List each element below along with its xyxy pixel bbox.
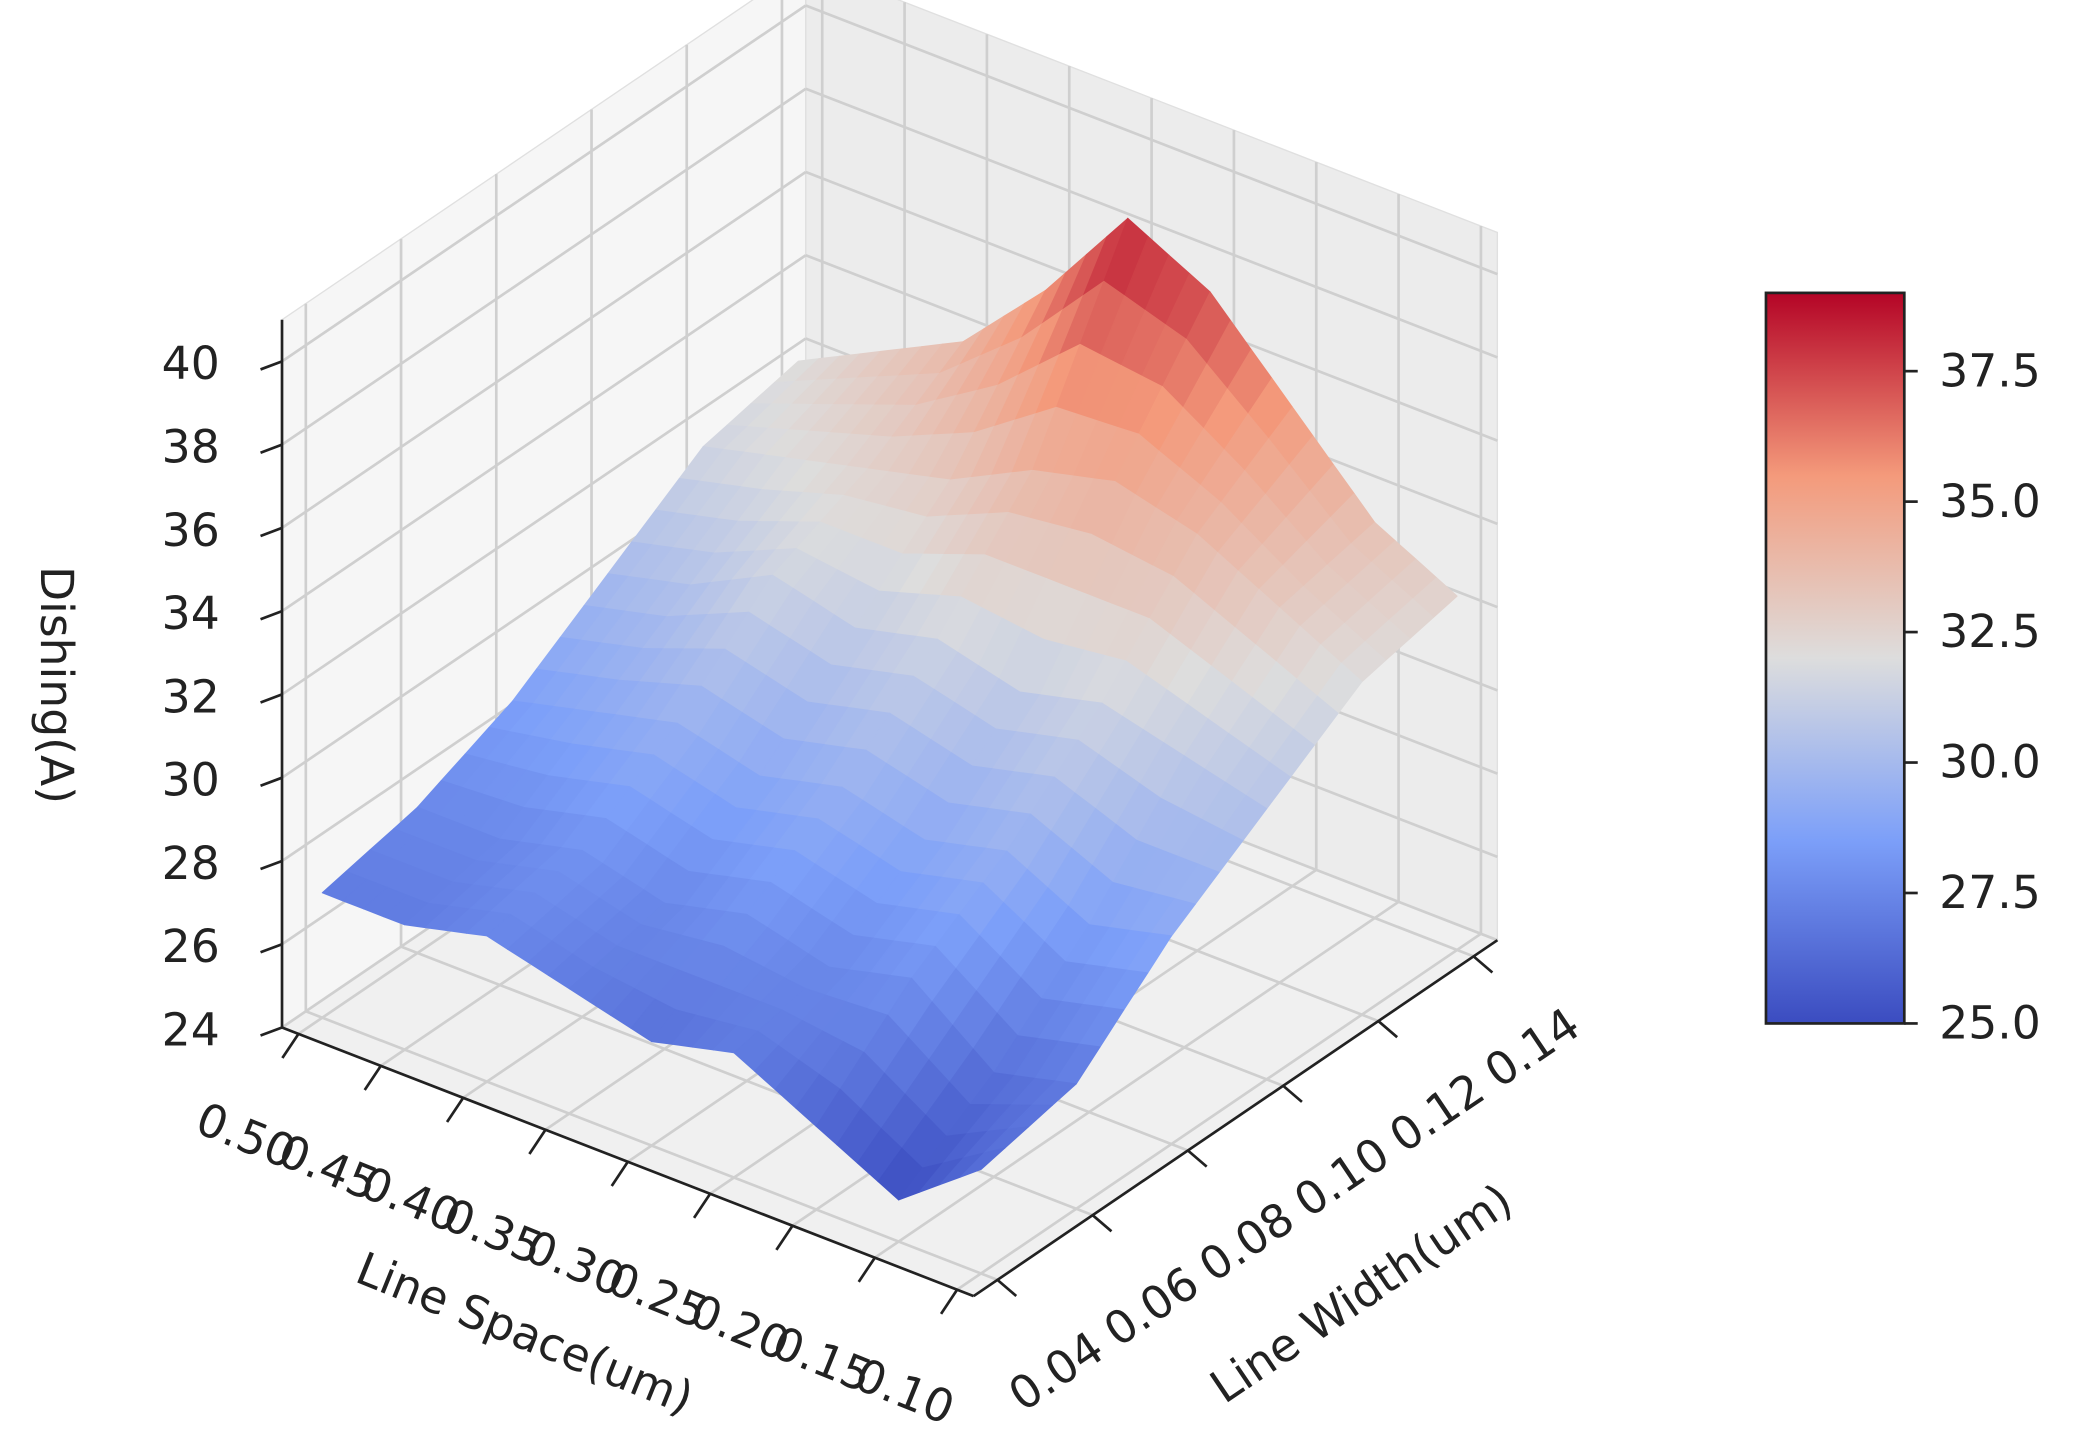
colorbar: [1764, 291, 1906, 1025]
x-tick: [363, 1065, 382, 1091]
z-tick: [260, 942, 283, 954]
y-tick: [1377, 1020, 1399, 1039]
z-tick: [260, 776, 283, 788]
surface: [321, 217, 1458, 1201]
z-tick-label: 24: [162, 1003, 220, 1056]
axis-line: [972, 939, 1499, 1298]
grid-line: [956, 932, 1482, 1291]
z-tick: [260, 443, 283, 454]
y-tick-label: 0.12: [1380, 1062, 1494, 1163]
colorbar-tick-label: 32.5: [1939, 605, 2041, 658]
y-tick: [1472, 955, 1494, 974]
z-axis-label: Dishing(A): [30, 566, 83, 804]
z-tick: [260, 859, 283, 871]
x-tick: [857, 1256, 876, 1283]
axis-line: [281, 1026, 975, 1298]
z-tick-label: 40: [162, 337, 220, 390]
grid-line: [305, 1010, 998, 1282]
x-tick: [281, 1033, 300, 1059]
x-tick: [528, 1129, 547, 1155]
grid-line: [805, 4, 1498, 276]
x-tick: [939, 1288, 959, 1315]
y-tick-label: 0.06: [1094, 1256, 1208, 1357]
colorbar-tick-label: 35.0: [1939, 475, 2041, 528]
grid-line: [281, 87, 807, 446]
colorbar-tick-label: 25.0: [1939, 997, 2041, 1050]
z-tick-label: 26: [162, 920, 220, 973]
x-tick: [692, 1193, 712, 1219]
y-tick: [1091, 1214, 1113, 1233]
y-tick-label: 0.08: [1190, 1192, 1304, 1293]
x-tick-label: 0.50: [189, 1092, 303, 1179]
surface-patch: [959, 1147, 1006, 1178]
z-tick-label: 38: [162, 421, 220, 474]
grid-line: [281, 254, 807, 613]
y-tick-label: 0.04: [999, 1321, 1113, 1422]
x-tick: [775, 1224, 794, 1251]
grid-line: [281, 170, 807, 530]
z-tick: [260, 526, 283, 538]
y-tick: [1282, 1084, 1303, 1103]
y-tick: [1187, 1149, 1208, 1168]
z-tick-label: 32: [162, 670, 220, 723]
y-tick: [996, 1278, 1018, 1298]
grid-line: [805, 87, 1498, 359]
y-tick-label: 0.10: [1285, 1127, 1399, 1228]
z-tick: [260, 360, 283, 371]
grid-line: [874, 900, 1400, 1259]
x-tick: [445, 1097, 465, 1123]
y-tick-label: 0.14: [1475, 997, 1589, 1098]
z-tick-label: 36: [162, 504, 220, 557]
z-tick-label: 28: [162, 837, 220, 890]
grid-line: [281, 4, 807, 363]
grid-line: [281, 337, 807, 696]
z-tick: [260, 1026, 283, 1037]
colorbar-tick-label: 30.0: [1939, 736, 2041, 789]
z-tick: [260, 609, 283, 621]
colorbar-tick-label: 37.5: [1939, 344, 2041, 397]
z-tick-label: 30: [162, 754, 220, 807]
x-tick: [610, 1161, 629, 1187]
z-tick: [260, 693, 283, 704]
z-tick-label: 34: [162, 587, 220, 640]
colorbar-tick-label: 27.5: [1939, 866, 2041, 919]
